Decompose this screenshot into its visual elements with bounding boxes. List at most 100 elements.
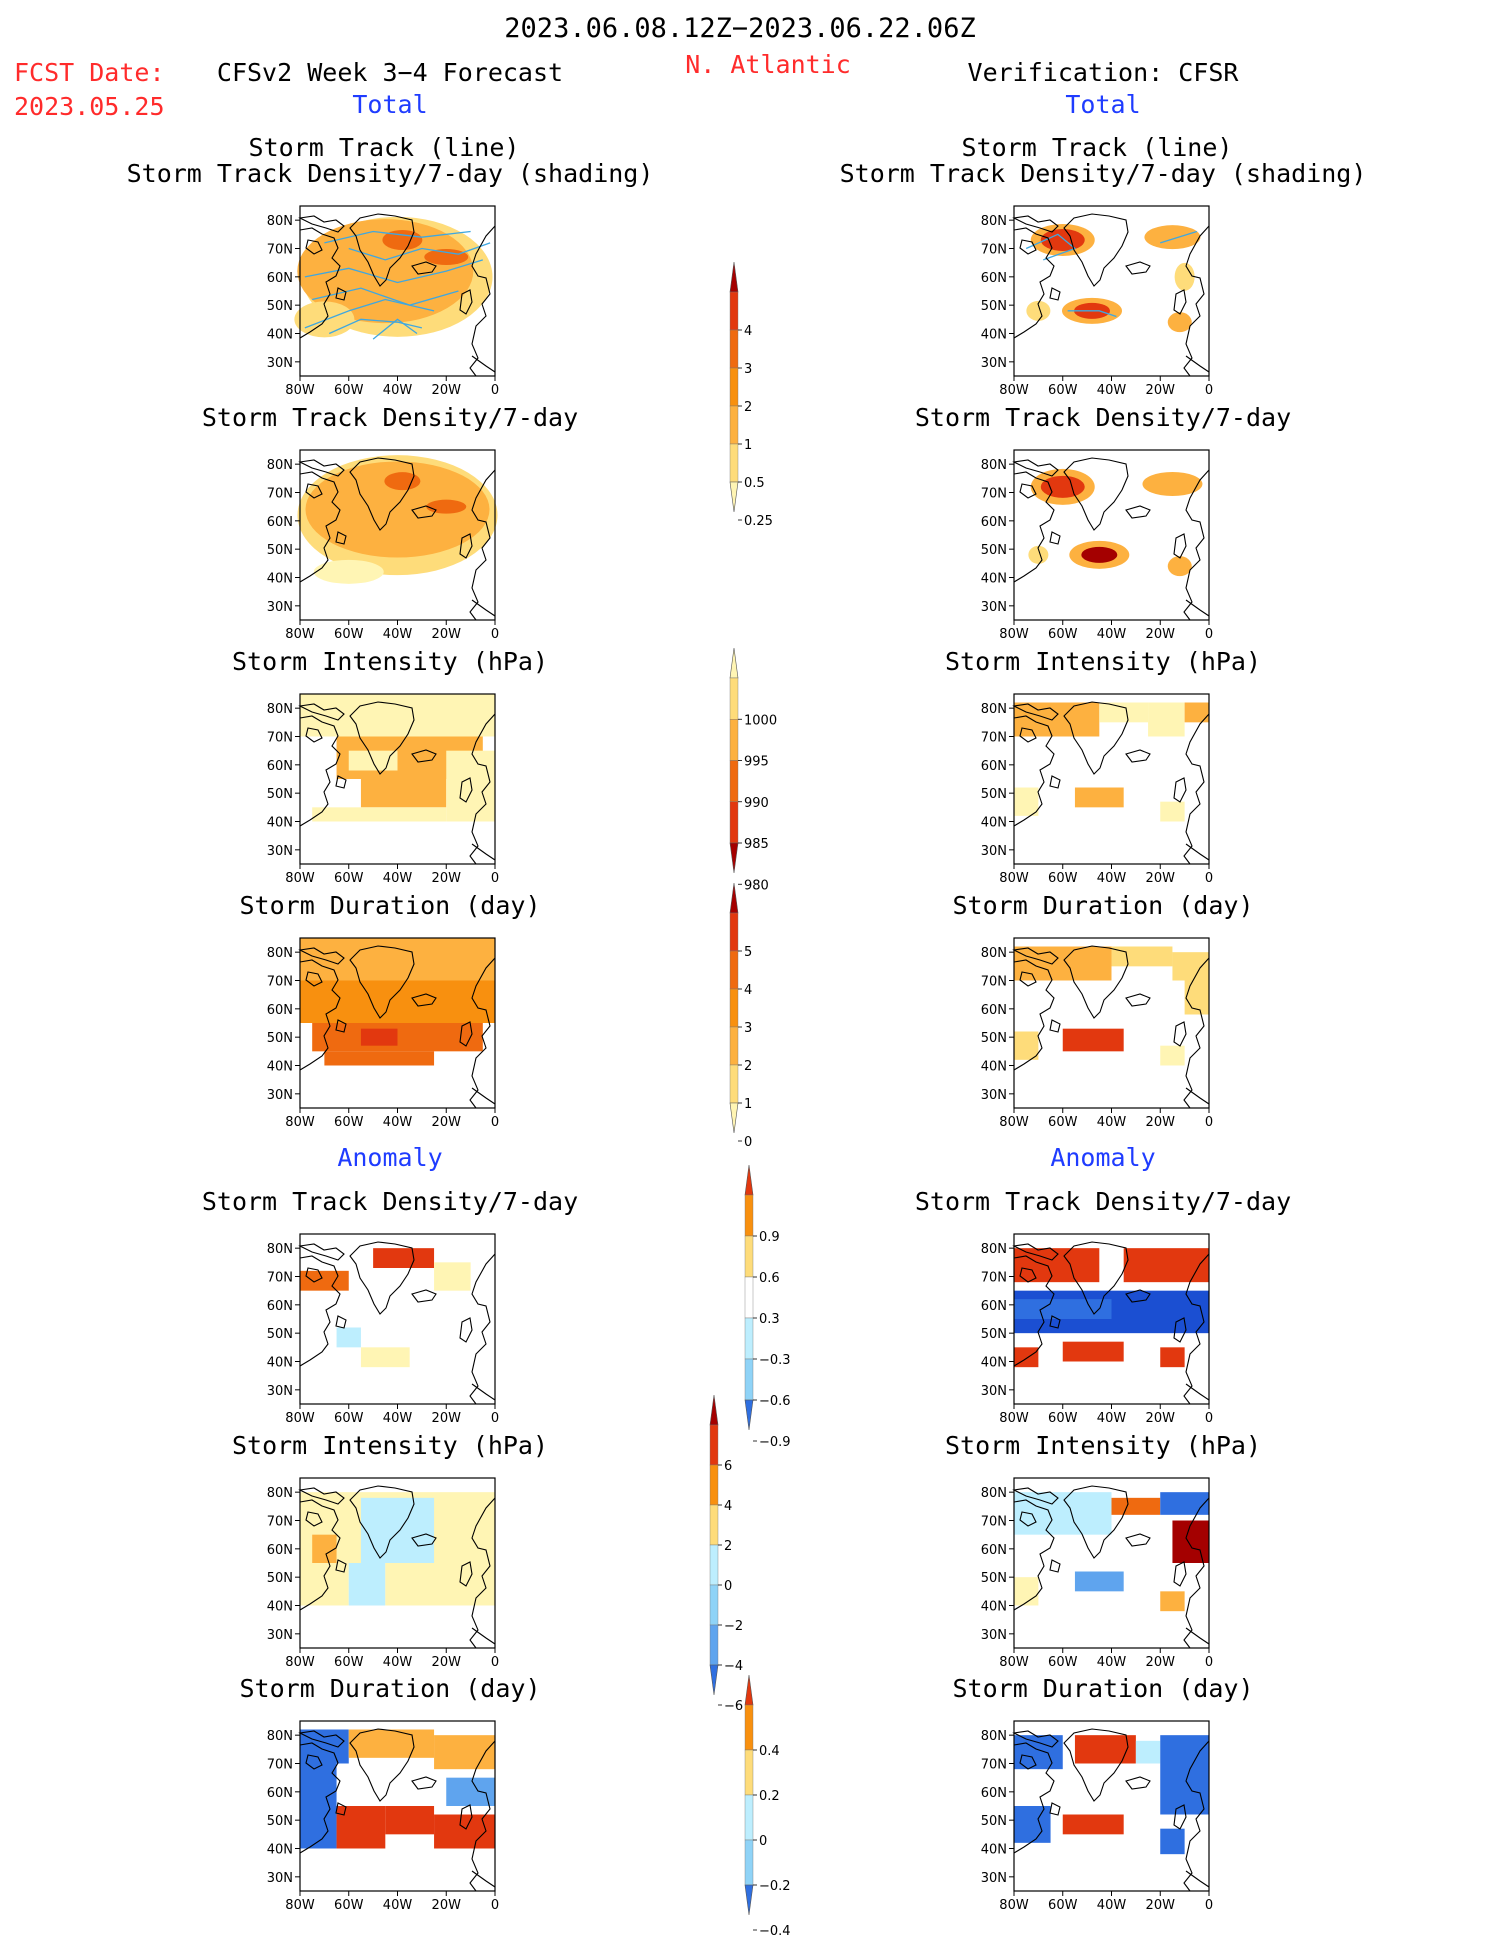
- anomaly-label-left: Anomaly: [337, 1143, 443, 1172]
- lat-tick-label: 40N: [267, 1356, 293, 1371]
- lat-tick-label: 70N: [267, 975, 293, 990]
- lat-tick-label: 70N: [981, 975, 1007, 990]
- lon-tick-label: 40W: [1097, 871, 1127, 886]
- title-density-left: Storm Track Density/7-day: [201, 403, 579, 432]
- colorbar-label: 980: [744, 878, 769, 893]
- lon-tick-label: 40W: [1097, 383, 1127, 398]
- lon-tick-label: 0: [1205, 871, 1213, 886]
- cb_anom_duration: 0.4 0.2 0 −0.2 −0.4: [744, 1675, 791, 1935]
- cb_anom_intensity: 6 4 2 0 −2 −4 −6: [709, 1395, 743, 1714]
- lon-tick-label: 60W: [1048, 1655, 1078, 1670]
- lat-tick-label: 30N: [981, 844, 1007, 859]
- title-track-l2-right: Storm Track Density/7-day (shading): [839, 159, 1367, 188]
- lon-tick-label: 0: [1205, 627, 1213, 642]
- lon-tick-label: 60W: [1048, 1898, 1078, 1913]
- cb_anom_density: 0.9 0.6 0.3 −0.3 −0.6 −0.9: [744, 1165, 791, 1450]
- lat-tick-label: 60N: [267, 759, 293, 774]
- lon-tick-label: 60W: [334, 627, 364, 642]
- lat-tick-label: 40N: [981, 1843, 1007, 1858]
- colorbar-label: 2: [724, 1539, 732, 1554]
- lon-tick-label: 60W: [334, 383, 364, 398]
- lat-tick-label: 50N: [267, 1327, 293, 1342]
- lat-tick-label: 40N: [267, 572, 293, 587]
- map-duration-verif: 80N 70N 60N 50N 40N 30N 80W 60W 40W 20W 0: [981, 937, 1213, 1130]
- lon-tick-label: 40W: [383, 1115, 413, 1130]
- colorbar-label: 0: [724, 1579, 732, 1594]
- colorbar-label: −0.3: [759, 1353, 791, 1368]
- colorbar-label: 0.3: [759, 1312, 780, 1327]
- lat-tick-label: 60N: [267, 515, 293, 530]
- title-anom-density-left: Storm Track Density/7-day: [201, 1187, 579, 1216]
- lon-tick-label: 40W: [383, 1655, 413, 1670]
- map-track-verif: 80N 70N 60N 50N 40N 30N 80W 60W 40W 20W 0: [981, 205, 1213, 398]
- lon-tick-label: 80W: [999, 383, 1029, 398]
- colorbar-label: 1: [744, 1097, 752, 1112]
- colorbar-label: 0.5: [744, 476, 765, 491]
- title-density-right: Storm Track Density/7-day: [914, 403, 1292, 432]
- lat-tick-label: 70N: [267, 487, 293, 502]
- lon-tick-label: 40W: [383, 871, 413, 886]
- title-track-l1-left: Storm Track (line): [248, 133, 520, 162]
- model-title: CFSv2 Week 3−4 Forecast: [216, 58, 564, 87]
- map-intensity-forecast: 80N 70N 60N 50N 40N 30N 80W 60W 40W 20W 0: [267, 693, 499, 886]
- lat-tick-label: 70N: [981, 243, 1007, 258]
- lon-tick-label: 80W: [285, 383, 315, 398]
- lon-tick-label: 40W: [1097, 1898, 1127, 1913]
- lon-tick-label: 20W: [432, 383, 462, 398]
- lat-tick-label: 30N: [267, 844, 293, 859]
- lon-tick-label: 20W: [1146, 871, 1176, 886]
- lon-tick-label: 0: [491, 1898, 499, 1913]
- colorbar-label: −0.2: [759, 1879, 791, 1894]
- lon-tick-label: 80W: [285, 1655, 315, 1670]
- lon-tick-label: 20W: [1146, 1898, 1176, 1913]
- lat-tick-label: 30N: [981, 1628, 1007, 1643]
- map-anom-intensity-forecast: 80N 70N 60N 50N 40N 30N 80W 60W 40W 20W 0: [267, 1477, 499, 1670]
- lat-tick-label: 30N: [267, 600, 293, 615]
- map-anom-duration-verif: 80N 70N 60N 50N 40N 30N 80W 60W 40W 20W 0: [981, 1720, 1213, 1913]
- lat-tick-label: 60N: [981, 1299, 1007, 1314]
- title-anom-density-right: Storm Track Density/7-day: [914, 1187, 1292, 1216]
- lon-tick-label: 20W: [1146, 627, 1176, 642]
- colorbar-label: −0.6: [759, 1394, 791, 1409]
- lat-tick-label: 40N: [981, 1060, 1007, 1075]
- lon-tick-label: 20W: [1146, 383, 1176, 398]
- lat-tick-label: 50N: [267, 1814, 293, 1829]
- lon-tick-label: 60W: [1048, 383, 1078, 398]
- title-intensity-left: Storm Intensity (hPa): [231, 647, 549, 676]
- lat-tick-label: 50N: [267, 543, 293, 558]
- lat-tick-label: 50N: [981, 787, 1007, 802]
- lat-tick-label: 50N: [981, 1814, 1007, 1829]
- lon-tick-label: 20W: [432, 627, 462, 642]
- lat-tick-label: 60N: [267, 1543, 293, 1558]
- lat-tick-label: 70N: [267, 1758, 293, 1773]
- title-track-l1-right: Storm Track (line): [961, 133, 1233, 162]
- lat-tick-label: 80N: [981, 702, 1007, 717]
- lat-tick-label: 50N: [267, 787, 293, 802]
- colorbar-label: 0.9: [759, 1230, 780, 1245]
- lon-tick-label: 60W: [1048, 1115, 1078, 1130]
- lat-tick-label: 80N: [267, 702, 293, 717]
- colorbar-label: 0: [744, 1135, 752, 1150]
- lon-tick-label: 60W: [1048, 1411, 1078, 1426]
- lat-tick-label: 30N: [267, 1384, 293, 1399]
- colorbar-label: 0: [759, 1834, 767, 1849]
- title-duration-right: Storm Duration (day): [952, 891, 1254, 920]
- lat-tick-label: 70N: [981, 1758, 1007, 1773]
- lat-tick-label: 60N: [267, 1003, 293, 1018]
- lon-tick-label: 0: [1205, 383, 1213, 398]
- lon-tick-label: 0: [491, 1115, 499, 1130]
- lon-tick-label: 80W: [999, 1898, 1029, 1913]
- colorbar-label: 2: [744, 1059, 752, 1074]
- colorbar-label: 0.2: [759, 1789, 780, 1804]
- lon-tick-label: 80W: [285, 871, 315, 886]
- lat-tick-label: 70N: [981, 731, 1007, 746]
- lon-tick-label: 40W: [383, 1411, 413, 1426]
- lat-tick-label: 70N: [981, 487, 1007, 502]
- colorbar-label: −0.9: [759, 1435, 791, 1450]
- map-anom-intensity-verif: 80N 70N 60N 50N 40N 30N 80W 60W 40W 20W 0: [981, 1477, 1213, 1670]
- lat-tick-label: 80N: [981, 946, 1007, 961]
- title-anom-duration-right: Storm Duration (day): [952, 1674, 1254, 1703]
- lon-tick-label: 40W: [383, 627, 413, 642]
- colorbar-label: −6: [724, 1699, 743, 1714]
- lon-tick-label: 0: [491, 871, 499, 886]
